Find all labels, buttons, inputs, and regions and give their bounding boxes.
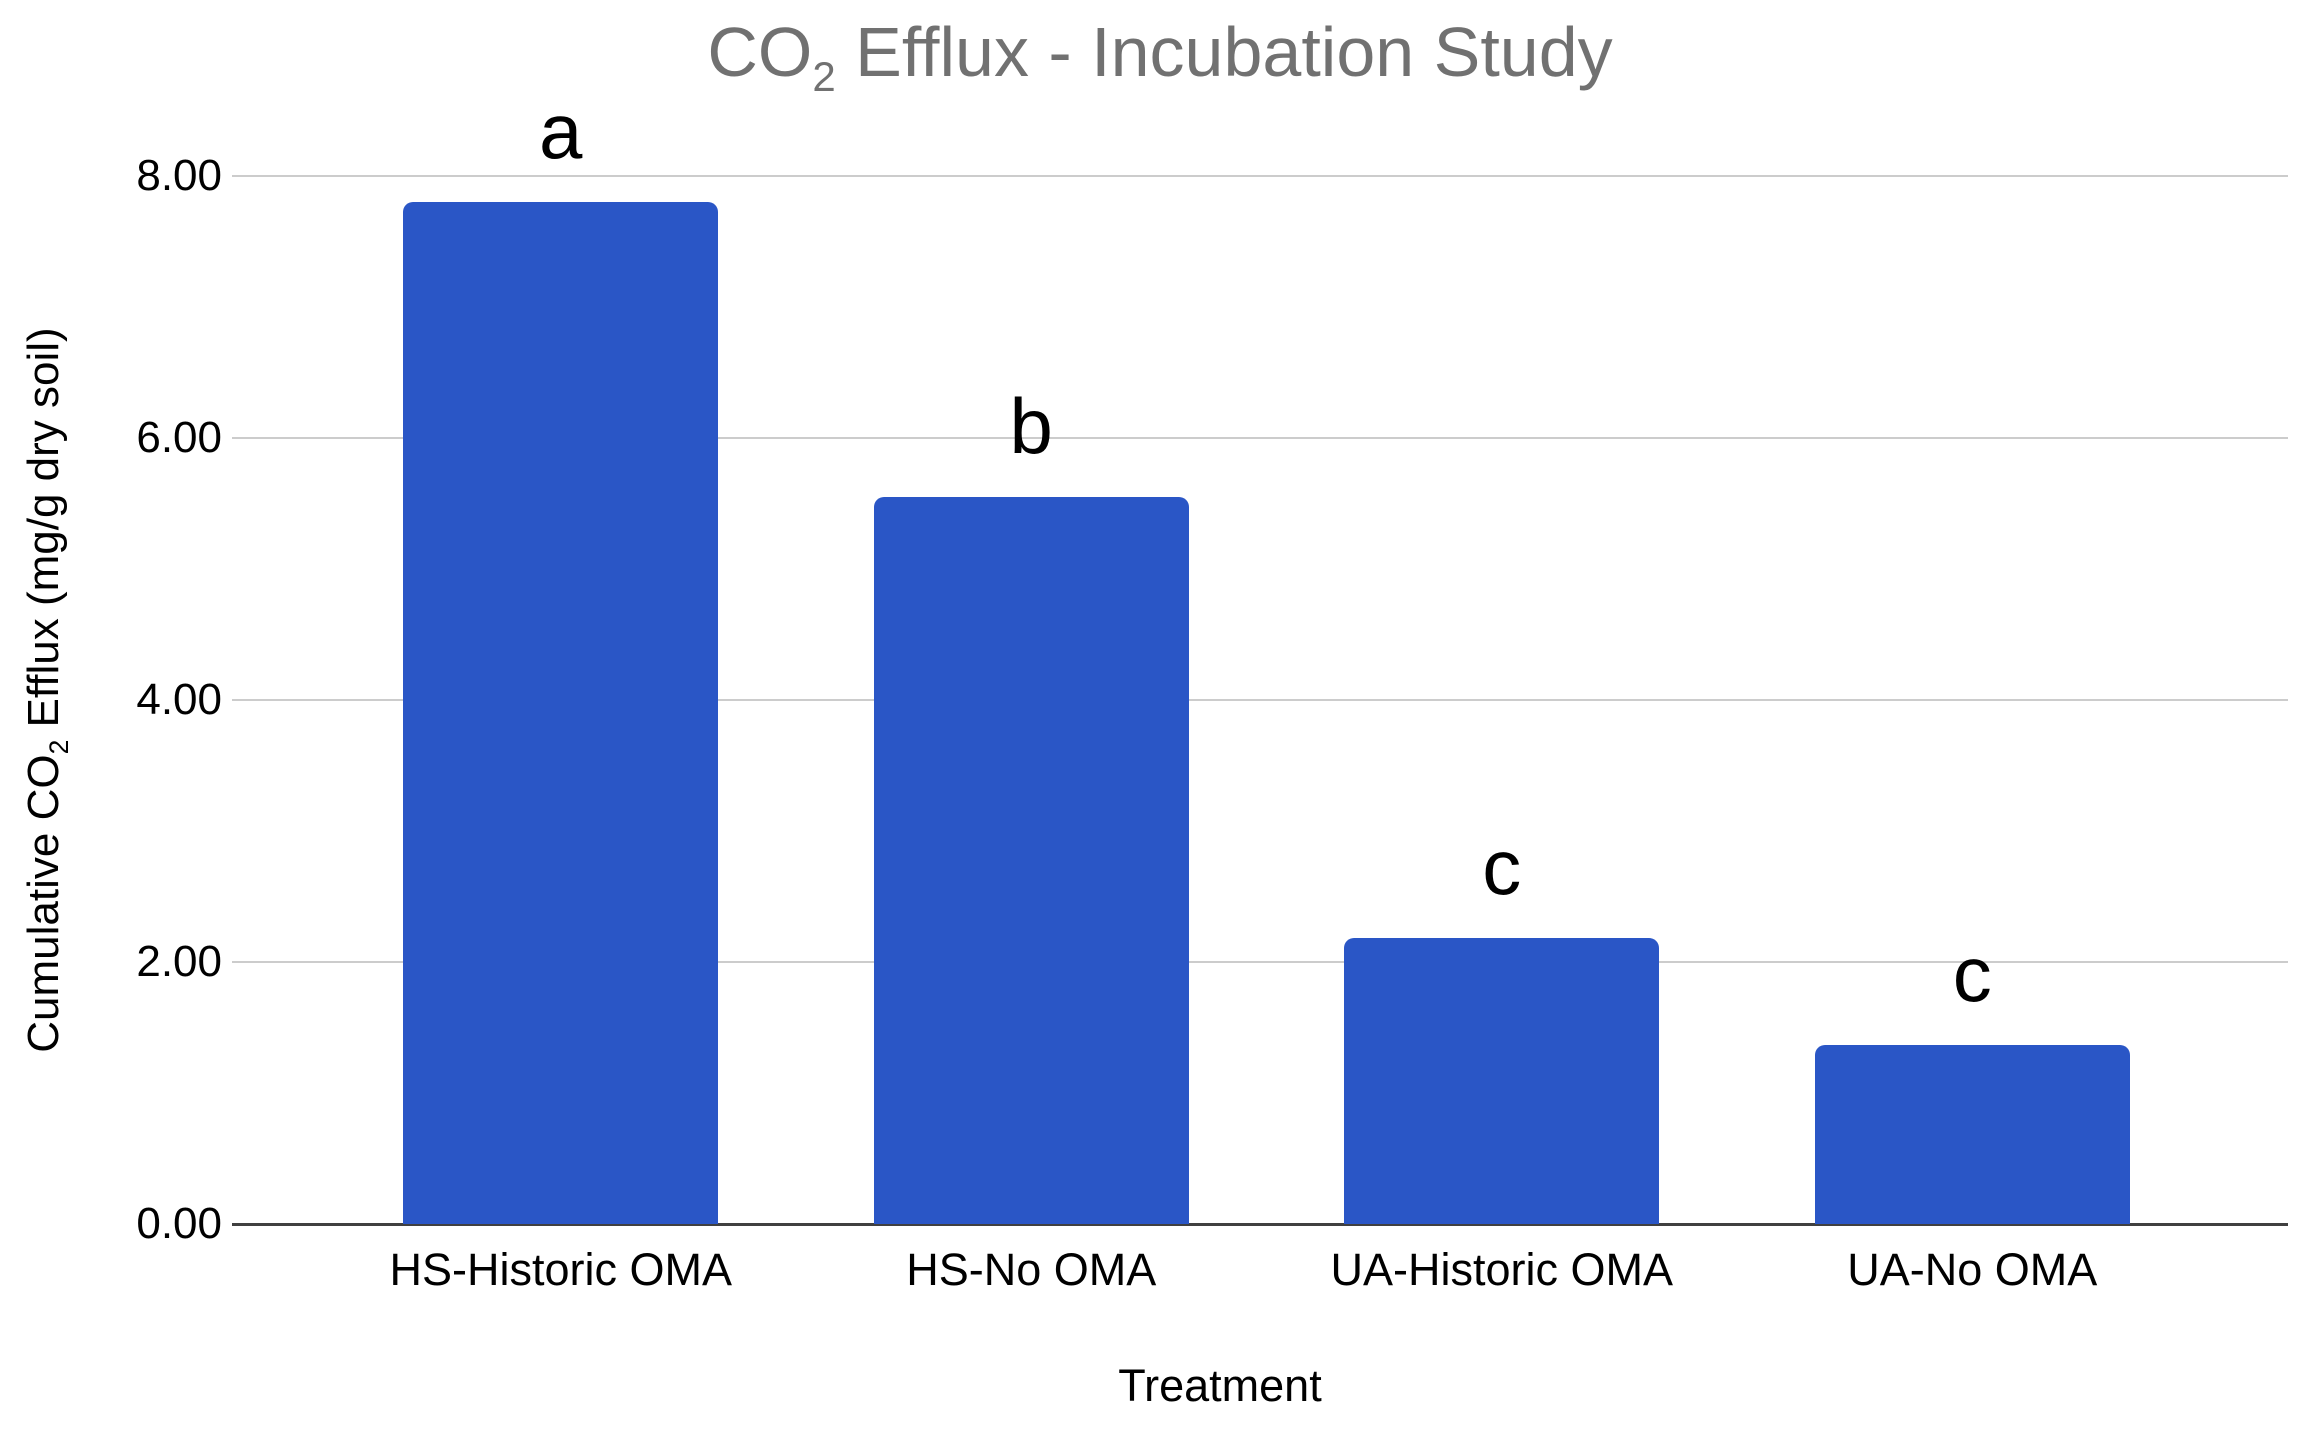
significance-letter-hs-no-oma: b bbox=[1009, 381, 1053, 470]
chart-title-text: CO bbox=[707, 13, 813, 91]
chart-title-suffix: Efflux - Incubation Study bbox=[835, 13, 1613, 91]
bar-hs-historic-oma[interactable] bbox=[403, 202, 719, 1224]
gridline-8.00 bbox=[232, 175, 2288, 177]
x-category-label-ua-historic-oma: UA-Historic OMA bbox=[1330, 1244, 1673, 1295]
significance-letter-hs-historic-oma: a bbox=[539, 87, 583, 176]
bar-ua-historic-oma[interactable] bbox=[1344, 938, 1660, 1224]
gridline-4.00 bbox=[232, 699, 2288, 701]
y-tick-label-2.00: 2.00 bbox=[136, 937, 222, 986]
gridline-2.00 bbox=[232, 961, 2288, 963]
x-category-label-hs-no-oma: HS-No OMA bbox=[906, 1244, 1157, 1295]
x-category-label-ua-no-oma: UA-No OMA bbox=[1847, 1244, 2098, 1295]
x-category-label-hs-historic-oma: HS-Historic OMA bbox=[389, 1244, 732, 1295]
chart-title-subscript: 2 bbox=[812, 53, 836, 100]
y-tick-label-0.00: 0.00 bbox=[136, 1199, 222, 1248]
bar-hs-no-oma[interactable] bbox=[873, 496, 1189, 1224]
y-tick-label-4.00: 4.00 bbox=[136, 675, 222, 724]
y-tick-label-6.00: 6.00 bbox=[136, 413, 222, 462]
y-tick-label-8.00: 8.00 bbox=[136, 151, 222, 200]
gridline-6.00 bbox=[232, 437, 2288, 439]
chart-title: CO2 Efflux - Incubation Study bbox=[0, 13, 2320, 98]
x-axis-title: Treatment bbox=[1118, 1360, 1322, 1411]
bar-ua-no-oma[interactable] bbox=[1814, 1044, 2130, 1224]
significance-letter-ua-no-oma: c bbox=[1952, 929, 1992, 1018]
x-axis-line bbox=[232, 1223, 2288, 1226]
significance-letter-ua-historic-oma: c bbox=[1482, 823, 1522, 912]
